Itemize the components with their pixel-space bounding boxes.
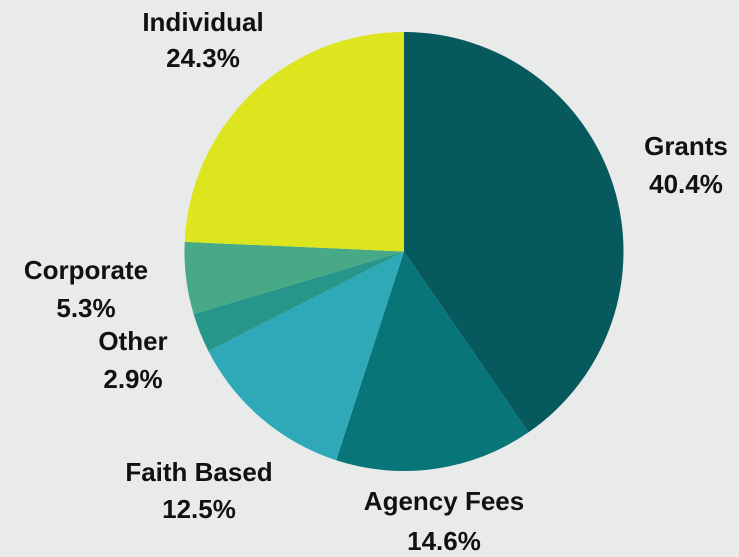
slice-value: 24.3%: [166, 43, 240, 73]
slice-name: Agency Fees: [364, 486, 524, 516]
slice-value: 2.9%: [103, 364, 162, 394]
slice-value: 12.5%: [162, 494, 236, 524]
slice-value: 14.6%: [407, 526, 481, 556]
pie-slice: [193, 251, 404, 352]
pie-slice: [184, 32, 404, 252]
slice-name: Faith Based: [125, 457, 272, 487]
slice-name: Other: [98, 326, 167, 356]
pie-slice: [184, 241, 404, 315]
pie-slice: [208, 251, 404, 461]
slice-name: Individual: [142, 7, 263, 37]
slice-value: 5.3%: [56, 293, 115, 323]
pie-slice: [404, 32, 624, 433]
pie-slice: [336, 251, 529, 472]
slice-value: 40.4%: [649, 169, 723, 199]
slice-name: Grants: [644, 131, 728, 161]
slice-name: Corporate: [24, 255, 148, 285]
